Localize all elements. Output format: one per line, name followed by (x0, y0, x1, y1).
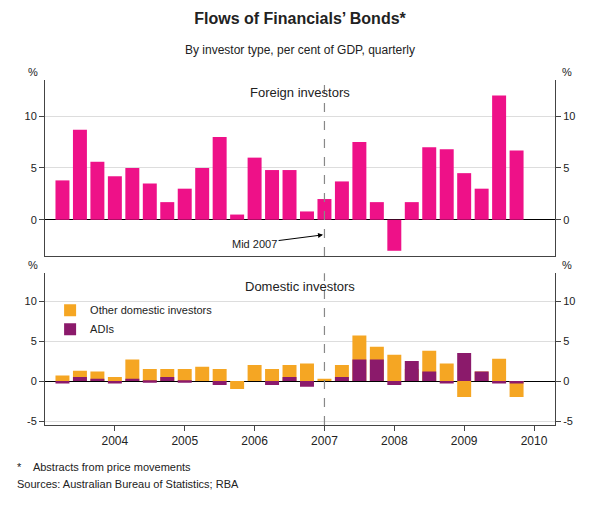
svg-text:5: 5 (563, 335, 569, 347)
svg-text:0: 0 (563, 375, 569, 387)
svg-text:Mid 2007: Mid 2007 (232, 238, 277, 250)
svg-text:Flows of Financials’ Bonds*: Flows of Financials’ Bonds* (194, 10, 406, 27)
svg-text:Other domestic investors: Other domestic investors (90, 304, 212, 316)
svg-text:0: 0 (31, 375, 37, 387)
svg-text:%: % (562, 259, 572, 271)
svg-text:%: % (28, 259, 38, 271)
svg-text:Domestic investors: Domestic investors (245, 279, 355, 294)
svg-text:2009: 2009 (451, 434, 478, 448)
svg-text:0: 0 (563, 214, 569, 226)
svg-text:Foreign investors: Foreign investors (250, 85, 350, 100)
svg-text:2007: 2007 (311, 434, 338, 448)
svg-text:5: 5 (31, 335, 37, 347)
svg-text:2010: 2010 (521, 434, 548, 448)
svg-text:%: % (28, 66, 38, 78)
svg-text:0: 0 (31, 214, 37, 226)
svg-text:2005: 2005 (171, 434, 198, 448)
svg-text:2008: 2008 (381, 434, 408, 448)
svg-text:%: % (562, 66, 572, 78)
svg-text:-5: -5 (563, 415, 573, 427)
svg-text:Sources: Australian Bureau of: Sources: Australian Bureau of Statistics… (17, 478, 239, 490)
svg-text:10: 10 (563, 110, 575, 122)
svg-text:2004: 2004 (102, 434, 129, 448)
svg-text:5: 5 (31, 162, 37, 174)
svg-text:10: 10 (563, 295, 575, 307)
svg-text:10: 10 (25, 295, 37, 307)
svg-text:-5: -5 (27, 415, 37, 427)
svg-text:* Abstracts from price move: * Abstracts from price movements (17, 461, 191, 473)
svg-text:5: 5 (563, 162, 569, 174)
svg-text:ADIs: ADIs (90, 323, 114, 335)
svg-text:2006: 2006 (241, 434, 268, 448)
svg-text:By investor type, per cent of: By investor type, per cent of GDP, quart… (185, 43, 415, 57)
svg-text:10: 10 (25, 110, 37, 122)
